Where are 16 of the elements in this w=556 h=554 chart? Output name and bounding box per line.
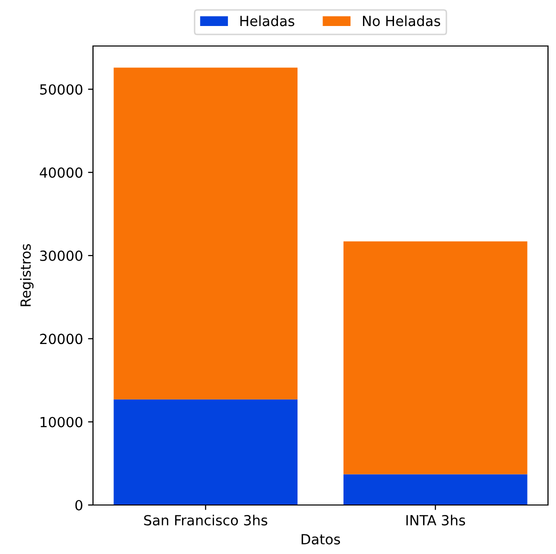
bar <box>343 474 528 505</box>
x-axis-title: Datos <box>302 534 340 544</box>
y-tick-label: 40000 <box>40 167 82 178</box>
y-tick-label: 50000 <box>40 84 82 95</box>
y-axis-title: Registros <box>20 244 34 306</box>
y-tick-label: 20000 <box>40 334 82 344</box>
legend-label: No Heladas <box>362 15 440 26</box>
x-tick-label: San Francisco 3hs <box>144 514 268 526</box>
legend-label: Heladas <box>240 15 294 26</box>
bar <box>343 241 528 474</box>
x-tick-label: INTA 3hs <box>406 514 466 526</box>
bar <box>114 68 298 400</box>
y-tick-label: 0 <box>75 500 82 510</box>
bar <box>114 399 298 505</box>
y-tick-label: 10000 <box>40 416 82 428</box>
y-tick-label: 30000 <box>40 250 82 262</box>
